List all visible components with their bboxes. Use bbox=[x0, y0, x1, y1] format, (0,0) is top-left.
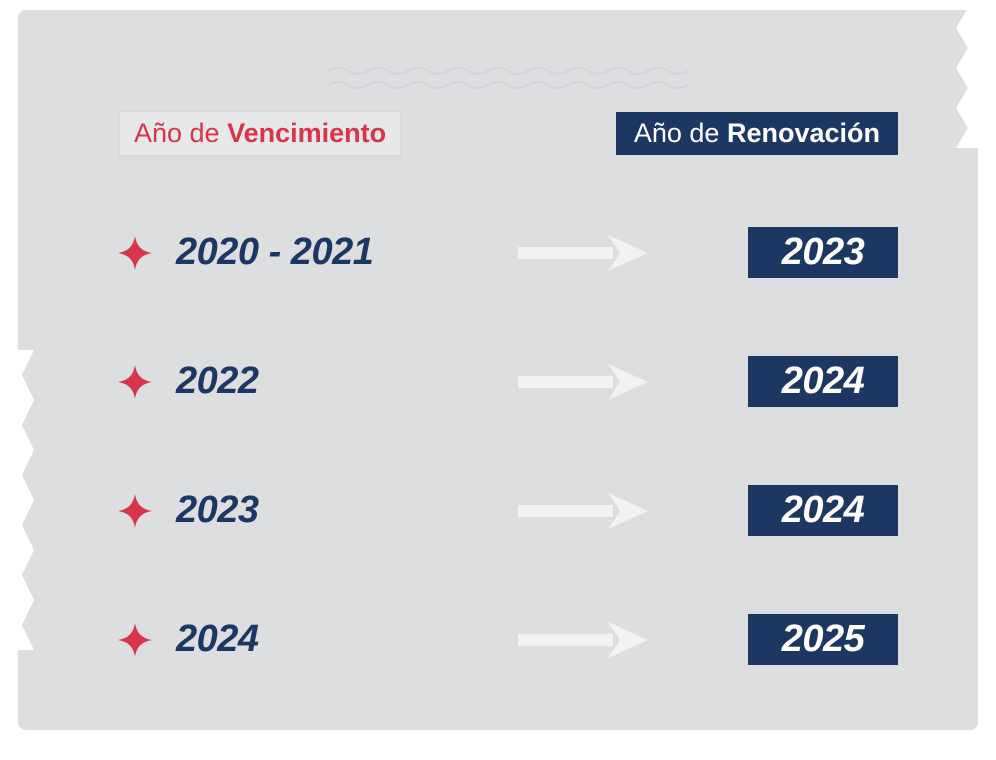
header-expiry-strong: Vencimiento bbox=[227, 118, 386, 148]
zigzag-bottom-left-icon bbox=[18, 350, 56, 650]
renewal-year: 2024 bbox=[748, 356, 898, 407]
expiry-year: 2022 bbox=[176, 360, 259, 403]
row-left: 2023 bbox=[118, 489, 418, 532]
row-left: 2020 - 2021 bbox=[118, 231, 418, 274]
star-icon bbox=[118, 365, 152, 399]
info-card: Año de Vencimiento Año de Renovación 202… bbox=[18, 10, 978, 730]
renewal-year: 2023 bbox=[748, 227, 898, 278]
header-expiry: Año de Vencimiento bbox=[118, 110, 402, 157]
star-icon bbox=[118, 623, 152, 657]
expiry-year: 2020 - 2021 bbox=[176, 231, 373, 274]
arrow-icon bbox=[518, 364, 648, 400]
mapping-row: 2023 2024 bbox=[118, 485, 898, 536]
headers-row: Año de Vencimiento Año de Renovación bbox=[118, 110, 898, 157]
header-renewal-prefix: Año de bbox=[634, 118, 727, 148]
mapping-row: 2024 2025 bbox=[118, 614, 898, 665]
expiry-year: 2024 bbox=[176, 618, 259, 661]
header-renewal-strong: Renovación bbox=[727, 118, 880, 148]
mapping-row: 2020 - 2021 2023 bbox=[118, 227, 898, 278]
star-icon bbox=[118, 494, 152, 528]
header-renewal: Año de Renovación bbox=[616, 112, 898, 155]
expiry-year: 2023 bbox=[176, 489, 259, 532]
star-icon bbox=[118, 236, 152, 270]
zigzag-top-right-icon bbox=[932, 10, 978, 148]
renewal-year: 2024 bbox=[748, 485, 898, 536]
waves-decoration bbox=[328, 65, 688, 93]
mapping-row: 2022 2024 bbox=[118, 356, 898, 407]
arrow-icon bbox=[518, 493, 648, 529]
header-expiry-prefix: Año de bbox=[134, 118, 227, 148]
row-left: 2024 bbox=[118, 618, 418, 661]
arrow-icon bbox=[518, 622, 648, 658]
row-left: 2022 bbox=[118, 360, 418, 403]
mapping-rows: 2020 - 2021 2023 2022 2024 2023 2024 bbox=[118, 227, 898, 665]
renewal-year: 2025 bbox=[748, 614, 898, 665]
arrow-icon bbox=[518, 235, 648, 271]
